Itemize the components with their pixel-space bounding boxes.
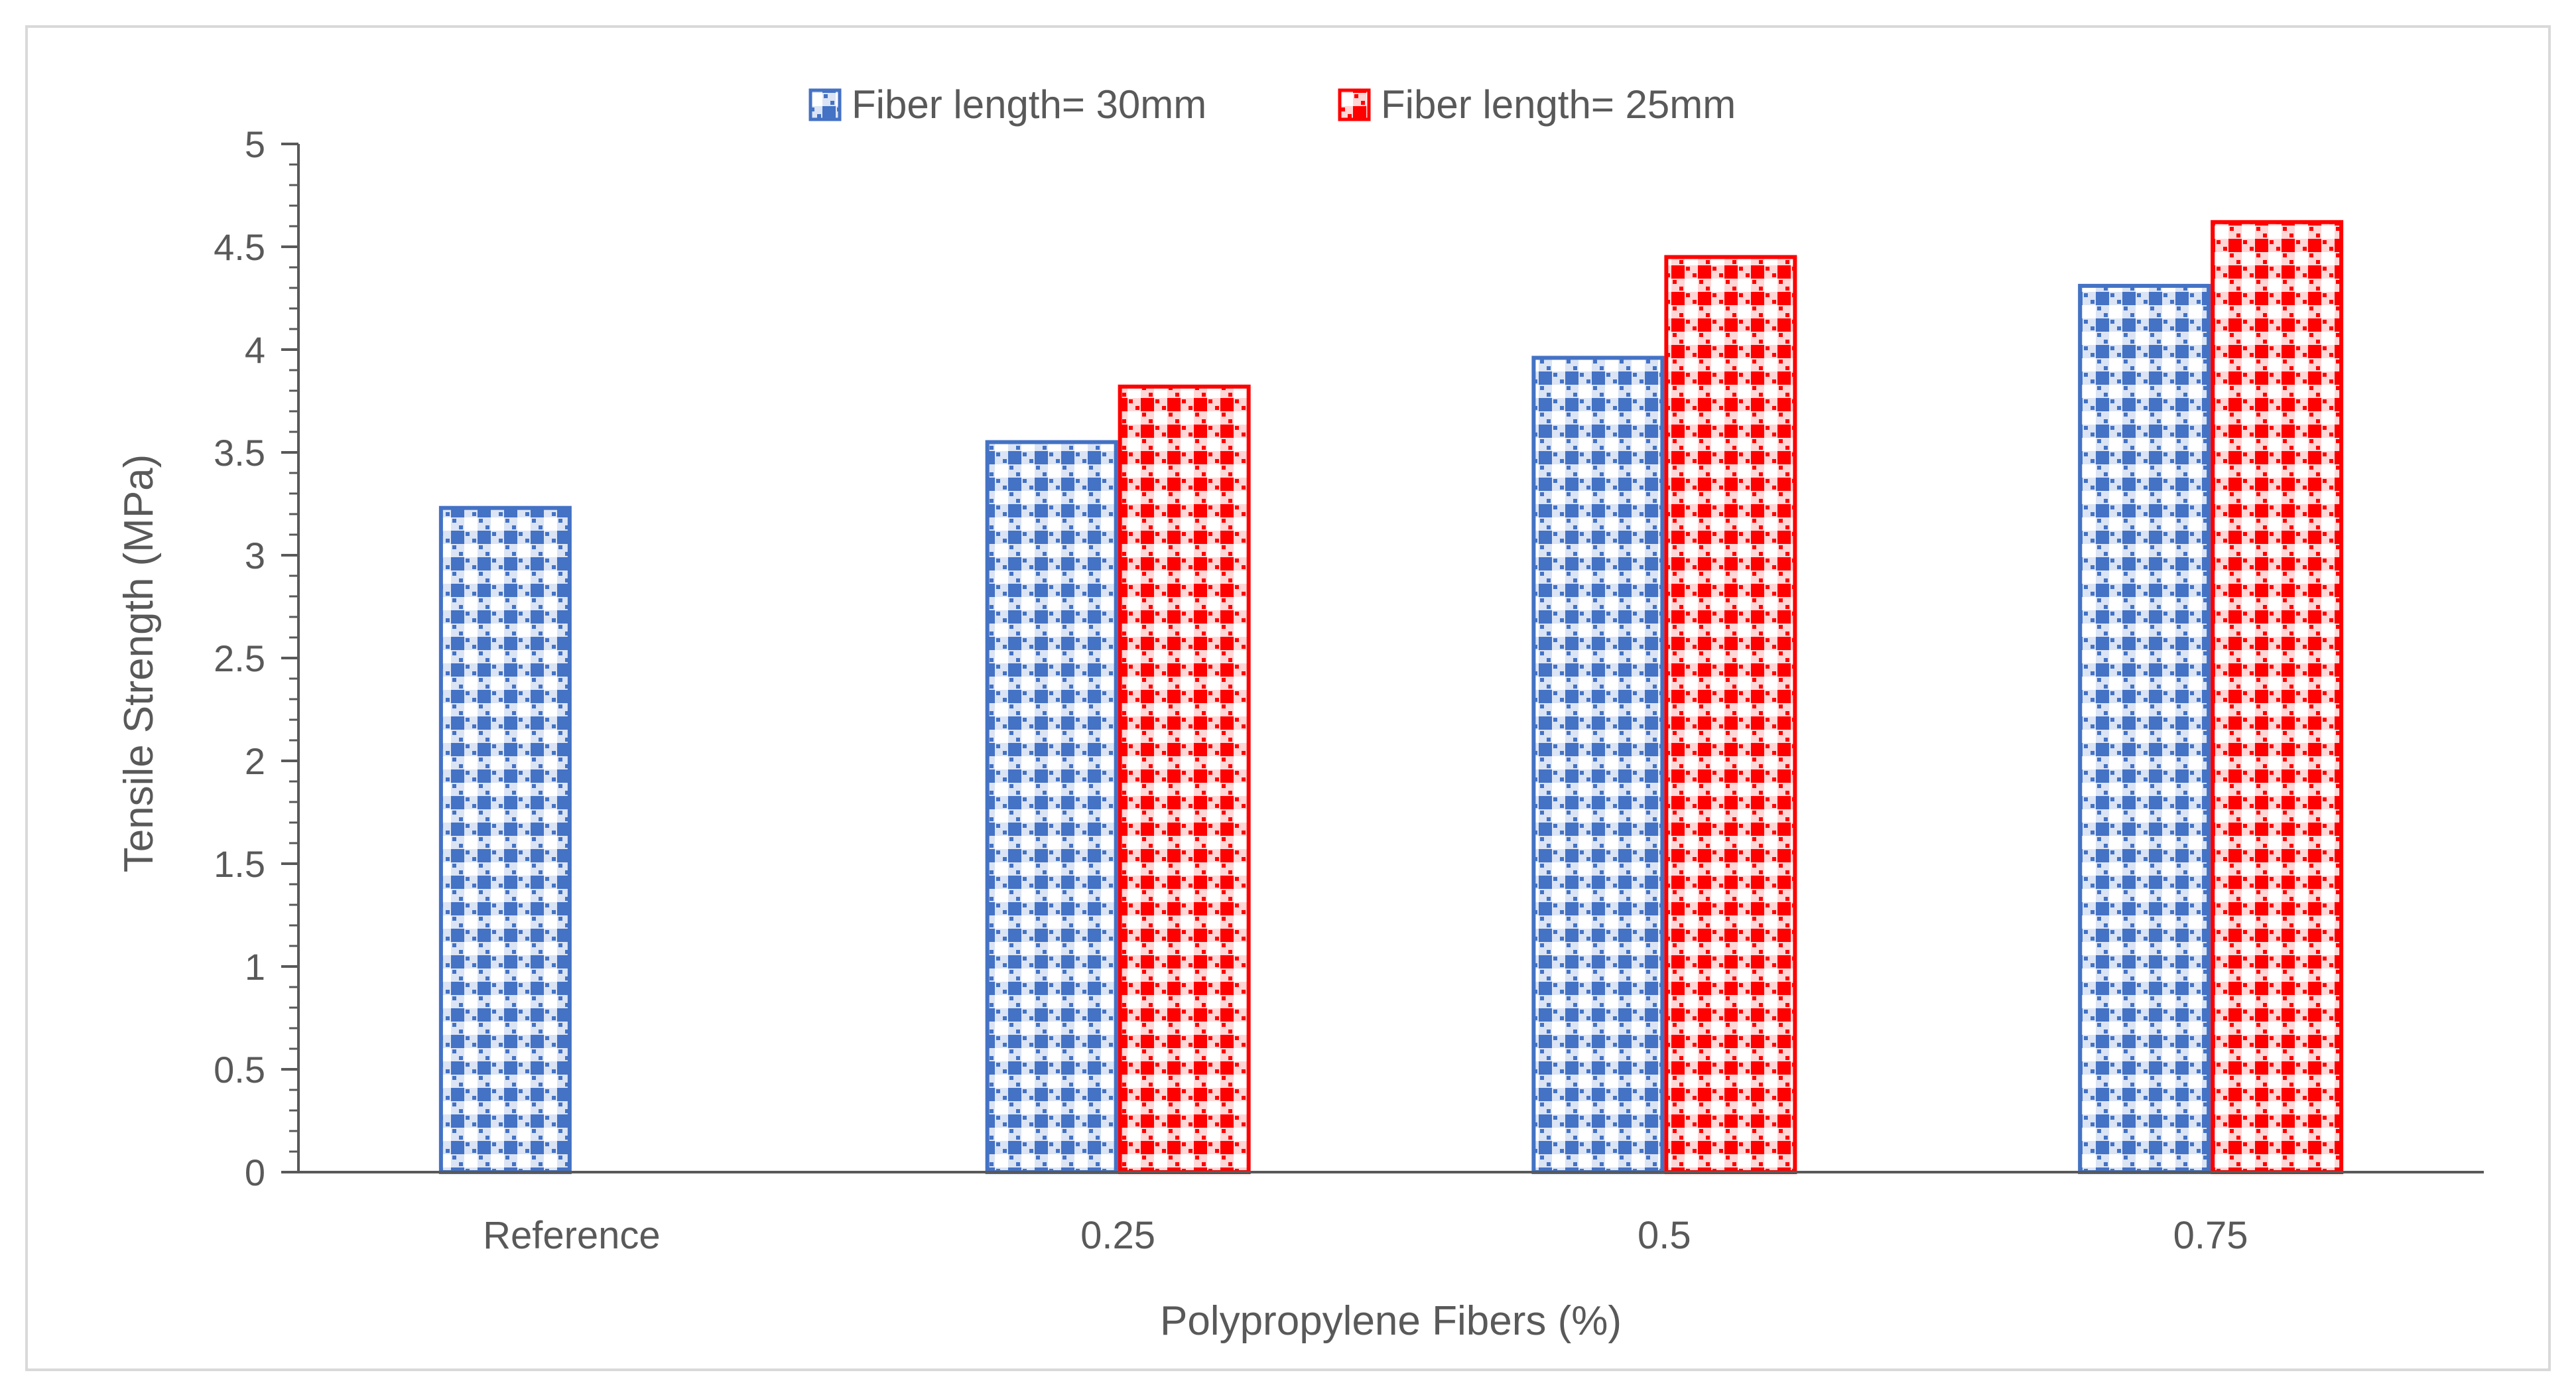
legend-swatch-fiber-25mm	[1338, 88, 1371, 121]
x-axis: Reference 0.25 0.5 0.75	[298, 1171, 2484, 1257]
y-tick-label: 1	[245, 946, 265, 988]
y-tick-label: 5	[245, 123, 265, 165]
bar-fiber-25mm-2	[1664, 255, 1797, 1174]
x-tick-label: Reference	[483, 1214, 661, 1257]
bar-fiber-30mm-0	[438, 505, 572, 1174]
legend: Fiber length= 30mm Fiber length= 25mm	[808, 82, 1736, 127]
y-tick-label: 2.5	[214, 637, 265, 679]
y-tick-label: 4.5	[214, 226, 265, 268]
x-tick-label: 0.5	[1638, 1214, 1691, 1257]
legend-label-fiber-30mm: Fiber length= 30mm	[852, 82, 1206, 127]
bar-fiber-25mm-3	[2211, 220, 2344, 1174]
x-axis-label: Polypropylene Fibers (%)	[1160, 1298, 1622, 1344]
y-tick-label: 3.5	[214, 432, 265, 474]
y-tick-label: 0.5	[214, 1049, 265, 1091]
bar-fiber-25mm-1	[1118, 384, 1251, 1174]
bar-fiber-30mm-3	[2078, 283, 2211, 1174]
legend-label-fiber-25mm: Fiber length= 25mm	[1381, 82, 1736, 127]
x-tick-label: 0.25	[1080, 1214, 1155, 1257]
y-tick-label: 0	[245, 1152, 265, 1193]
y-tick-label: 3	[245, 535, 265, 576]
legend-swatch-fiber-30mm	[808, 88, 842, 121]
y-tick-label: 2	[245, 740, 265, 782]
y-axis: 0 0.5 1 1.5 2 2.5 3 3.5 4 4.5 5	[214, 123, 300, 1193]
bar-fiber-30mm-1	[985, 440, 1118, 1174]
y-tick-label: 1.5	[214, 843, 265, 885]
x-tick-label: 0.75	[2173, 1214, 2248, 1257]
y-tick-label: 4	[245, 329, 265, 371]
y-axis-label: Tensile Strength (MPa)	[116, 454, 162, 873]
bar-fiber-30mm-2	[1531, 356, 1665, 1174]
